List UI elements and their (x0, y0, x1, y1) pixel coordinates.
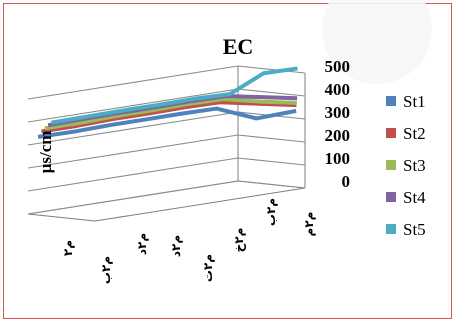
gridline-back (27, 111, 239, 146)
gridlines (27, 65, 306, 215)
x-tick-label: م۲ب (264, 198, 279, 226)
x-tick-label: م۲خ (232, 228, 247, 253)
series-line-st2 (41, 100, 297, 134)
legend-label-st3: St3 (403, 156, 426, 175)
gridline-back (27, 134, 239, 169)
legend-swatch-st2 (386, 128, 396, 138)
y-axis-label: µs/cm (36, 131, 55, 174)
series-line-st5 (51, 66, 298, 125)
legend-label-st5: St5 (403, 220, 426, 239)
x-tick-label: م۲ت (201, 254, 216, 282)
legend-swatch-st1 (386, 96, 396, 106)
y-tick-label: 0 (342, 172, 351, 191)
y-tick-label: 500 (325, 57, 351, 76)
y-tick-label: 400 (325, 80, 351, 99)
legend-label-st2: St2 (403, 124, 426, 143)
watermark-seal (322, 0, 432, 84)
x-tick-label: م۲د (169, 235, 184, 257)
gridline-back (27, 157, 239, 192)
gridline-side (237, 180, 306, 189)
x-tick-label: م۲د (135, 233, 150, 255)
series-line-st3 (44, 97, 297, 131)
gridline-side (237, 157, 306, 166)
gridline-side (237, 65, 306, 74)
series-lines (37, 66, 298, 139)
chart-frame (3, 0, 452, 319)
legend-swatch-st3 (386, 160, 396, 170)
legend-label-st1: St1 (403, 92, 426, 111)
legend-label-st4: St4 (403, 188, 426, 207)
gridline-back (27, 180, 239, 215)
chart-walls (27, 66, 306, 222)
legend-swatch-st5 (386, 224, 396, 234)
gridline-back (27, 88, 239, 123)
y-tick-label: 100 (325, 149, 351, 168)
x-tick-label: م۲ب (99, 256, 114, 284)
x-tick-label: م۲ (61, 240, 76, 256)
legend-swatch-st4 (386, 192, 396, 202)
x-tick-labels: م۲ م۲ب م۲د م۲د م۲ت م۲خ م۲ب م۲م (61, 198, 317, 284)
gridline-back (27, 65, 239, 100)
y-tick-label: 300 (325, 103, 351, 122)
x-tick-label: م۲م (302, 212, 317, 237)
y-tick-label: 200 (325, 126, 351, 145)
gridline-side (237, 134, 306, 143)
y-tick-labels: 0 100 200 300 400 500 (325, 57, 351, 191)
chart-title: EC (223, 34, 254, 59)
legend: St1 St2 St3 St4 St5 (386, 92, 426, 239)
gridline-side (237, 88, 306, 97)
series-line-st1 (37, 106, 297, 139)
